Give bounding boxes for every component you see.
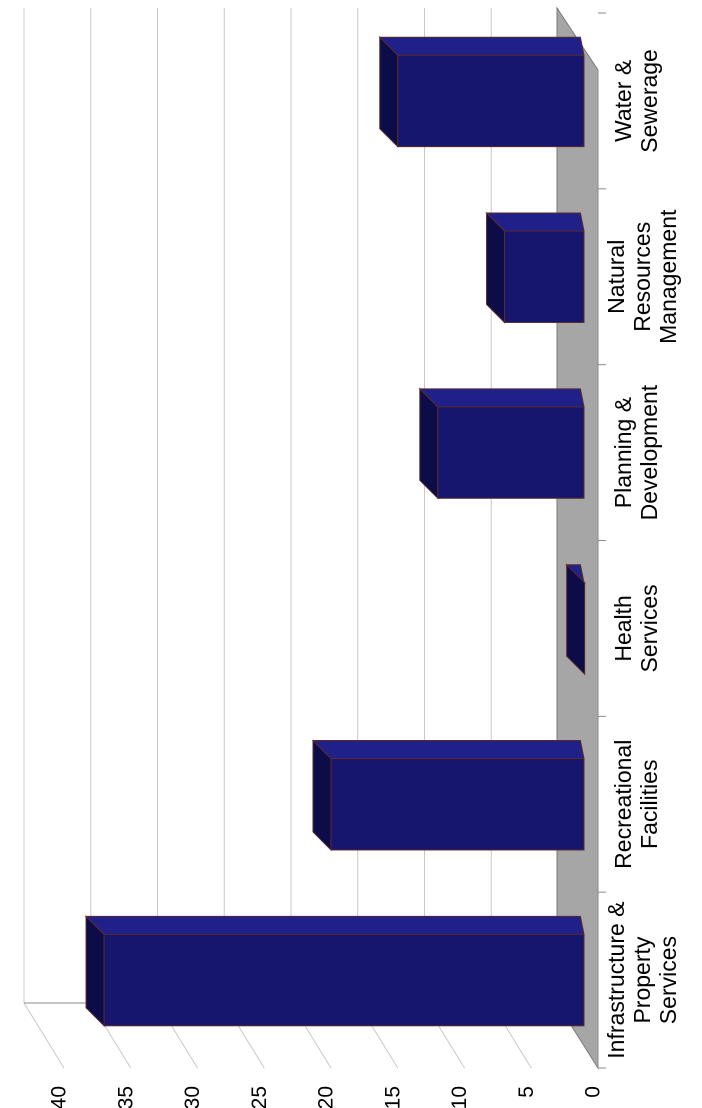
bar <box>380 37 584 146</box>
value-tick-label: 0 <box>582 1086 605 1098</box>
chart-floor <box>557 8 598 1068</box>
bar-side <box>487 213 584 231</box>
value-tick-label: 20 <box>315 1086 338 1108</box>
bar <box>487 213 584 322</box>
category-label-line: Development <box>636 384 662 520</box>
value-tick-label: 5 <box>515 1086 538 1098</box>
category-label-line: Recreational <box>610 740 636 869</box>
category-label-line: Planning & <box>610 397 636 508</box>
category-label-line: Health <box>610 595 636 661</box>
category-labels: Infrastructure & Property ServicesRecreati… <box>603 49 681 1059</box>
category-label-line: Services <box>636 584 662 672</box>
category-label-line: Management <box>655 209 681 344</box>
value-tick-labels: 0 5 10 15 20 25 30 35 40 <box>48 1086 605 1108</box>
category-label-line: Resources <box>629 222 655 332</box>
value-tick-label: 30 <box>181 1086 204 1108</box>
category-label-line: Water & <box>610 60 636 142</box>
value-tick-label: 35 <box>114 1086 137 1108</box>
bar <box>420 389 584 498</box>
category-label: Water & Sewerage <box>610 49 662 153</box>
category-label: Recreational Facilities <box>610 740 662 869</box>
category-label: Infrastructure & Property Services <box>603 901 681 1058</box>
bar <box>567 565 585 674</box>
bar-top <box>313 741 331 850</box>
category-label: Health Services <box>610 584 662 672</box>
bar-top <box>420 389 438 498</box>
bar-side <box>380 37 584 55</box>
category-label-line: Natural <box>603 240 629 314</box>
plot-area <box>24 8 606 1068</box>
bar-top <box>380 37 398 146</box>
bar-side <box>420 389 584 407</box>
bar-side <box>313 741 584 759</box>
gridline-diag <box>24 1003 64 1068</box>
bar <box>86 916 584 1025</box>
bars <box>86 37 585 1026</box>
value-tick-label: 15 <box>381 1086 404 1108</box>
category-label-line: Infrastructure & <box>603 901 629 1058</box>
bar-front <box>398 55 584 146</box>
category-label-line: Services <box>655 936 681 1024</box>
bar-front <box>331 759 584 850</box>
category-label-line: Facilities <box>636 760 662 849</box>
bar-front <box>104 934 584 1025</box>
bar-top <box>487 213 505 322</box>
value-tick-label: 40 <box>48 1086 71 1108</box>
bar-side <box>86 916 584 934</box>
category-label-line: Property <box>629 936 655 1023</box>
category-label: Planning & Development <box>610 384 662 520</box>
bar-front <box>505 231 584 322</box>
bar <box>313 741 584 850</box>
gridlines <box>24 8 598 1068</box>
category-label-line: Sewerage <box>636 49 662 153</box>
bar-front <box>438 407 584 498</box>
value-tick-label: 10 <box>448 1086 471 1108</box>
value-tick-label: 25 <box>248 1086 271 1108</box>
bar-top <box>567 565 585 674</box>
category-label: Natural Resources Management <box>603 209 681 344</box>
bar-top <box>86 916 104 1025</box>
